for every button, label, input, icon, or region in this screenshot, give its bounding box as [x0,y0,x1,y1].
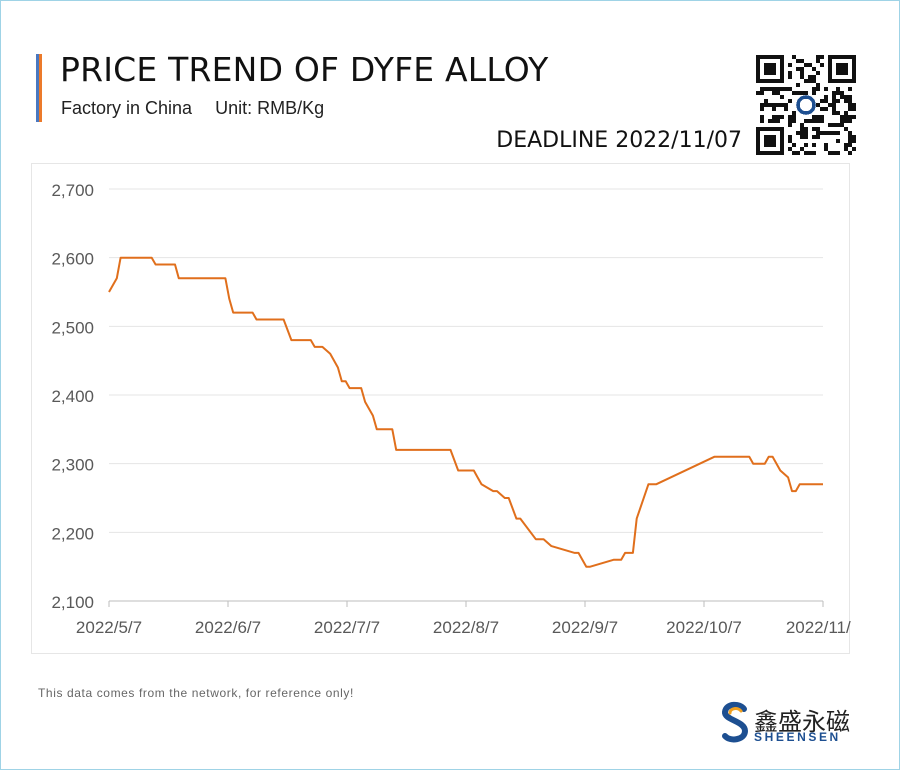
y-tick-label: 2,200 [51,524,94,543]
deadline-label: DEADLINE 2022/11/07 [496,128,742,153]
x-tick-label: 2022/10/7 [666,618,742,637]
y-tick-label: 2,600 [51,250,94,269]
brand-name-en: SHEENSEN [754,730,841,744]
y-tick-label: 2,100 [51,593,94,612]
y-tick-label: 2,400 [51,387,94,406]
price-series-line [108,256,823,568]
disclaimer-note: This data comes from the network, for re… [38,686,354,700]
factory-label: Factory in China [61,98,193,118]
y-tick-label: 2,300 [51,456,94,475]
x-tick-label: 2022/7/7 [314,618,380,637]
x-tick-label: 2022/5/7 [76,618,142,637]
brand-logo: 鑫盛永磁 SHEENSEN [720,700,860,748]
qr-code-icon [756,55,856,155]
y-tick-label: 2,500 [51,318,94,337]
chart-title: PRICE TREND OF DYFE ALLOY [60,50,549,89]
y-tick-label: 2,700 [51,181,94,200]
x-tick-label: 2022/8/7 [433,618,499,637]
brand-name-cn: 鑫盛永磁 [754,708,850,736]
chart-panel: 2,100 2,200 2,300 2,400 2,500 2,600 2,700 2022/… [31,163,851,654]
x-tick-label: 2022/11/7 [786,618,851,637]
title-accent-bar [36,54,42,122]
x-tick-label: 2022/6/7 [195,618,261,637]
unit-label: Unit: RMB/Kg [215,98,325,118]
sheensen-logo-icon [722,701,749,743]
subtitle: Factory in China Unit: RMB/Kg [61,98,324,119]
price-line-chart: 2,100 2,200 2,300 2,400 2,500 2,600 2,700 2022/… [51,181,851,637]
x-tick-label: 2022/9/7 [552,618,618,637]
